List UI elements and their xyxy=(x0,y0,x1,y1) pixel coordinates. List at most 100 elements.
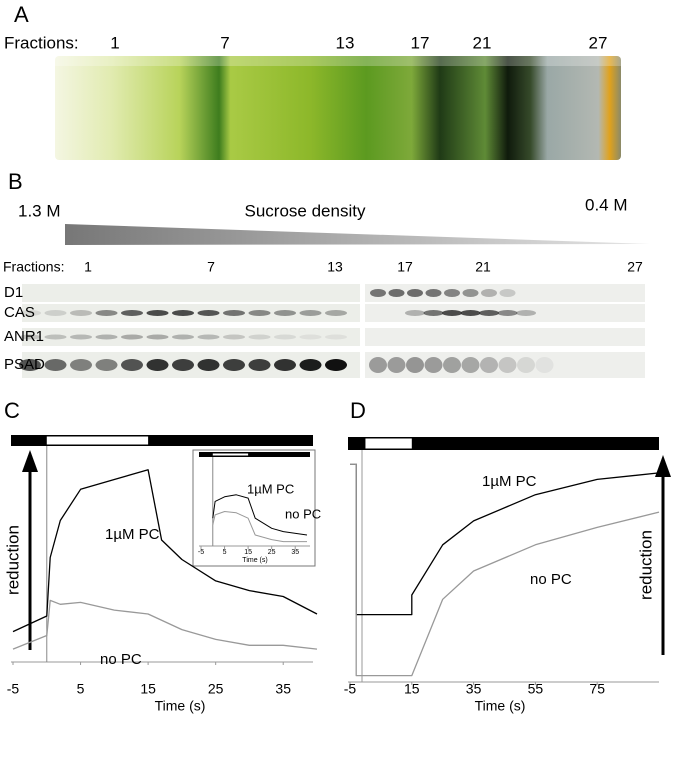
blot-band xyxy=(197,310,220,316)
blot-band xyxy=(248,359,271,371)
blot-band xyxy=(370,289,386,297)
blot-band xyxy=(121,334,143,340)
protein-label: D1 xyxy=(4,284,23,301)
fractions-label: Fractions: xyxy=(4,33,79,52)
blot-band xyxy=(299,310,322,316)
blot-strip xyxy=(22,328,360,346)
blot-band xyxy=(197,334,220,340)
series-label: no PC xyxy=(530,571,572,588)
blot-band xyxy=(172,359,194,371)
panel-label: D xyxy=(350,398,366,423)
fraction-number: 13 xyxy=(327,259,343,275)
y-axis-label: reduction xyxy=(636,530,655,600)
blot-band xyxy=(44,310,67,316)
blot-band xyxy=(44,359,67,371)
series-label: no PC xyxy=(285,506,321,521)
blot-band xyxy=(146,359,169,371)
fraction-number: 21 xyxy=(475,259,491,275)
blot-band xyxy=(121,310,143,316)
blot-band xyxy=(480,357,498,373)
blot-band xyxy=(442,310,462,316)
series-line xyxy=(212,511,307,543)
x-tick-label: 35 xyxy=(466,681,482,697)
density-high: 1.3 M xyxy=(18,201,61,220)
density-title: Sucrose density xyxy=(245,201,366,220)
x-tick-label: -5 xyxy=(344,681,357,697)
blot-band xyxy=(460,310,481,316)
fraction-number: 27 xyxy=(627,259,643,275)
fraction-number: 21 xyxy=(473,33,492,52)
light-bar xyxy=(46,436,149,445)
blot-band xyxy=(407,289,423,297)
x-tick-label: 35 xyxy=(291,549,299,556)
series-label: 1µM PC xyxy=(482,473,537,490)
blot-band xyxy=(223,310,245,316)
blot-band xyxy=(248,334,271,340)
series-label: 1µM PC xyxy=(105,526,160,543)
blot-band xyxy=(535,357,554,373)
light-bar xyxy=(365,438,412,449)
blot-band xyxy=(325,359,347,371)
fraction-number: 7 xyxy=(207,259,215,275)
x-tick-label: 5 xyxy=(77,681,85,697)
fraction-number: 13 xyxy=(336,33,355,52)
blot-band xyxy=(172,310,194,316)
series-line xyxy=(12,599,318,650)
density-low: 0.4 M xyxy=(585,195,628,214)
blot-band xyxy=(197,359,220,371)
x-tick-label: -5 xyxy=(7,681,20,697)
blot-band xyxy=(479,310,499,316)
blot-band xyxy=(424,357,443,373)
panel-label: A xyxy=(14,2,29,27)
series-line xyxy=(212,494,308,536)
dark-bar xyxy=(348,437,659,450)
blot-band xyxy=(406,357,424,373)
light-bar xyxy=(212,453,249,456)
blot-strip xyxy=(22,284,360,302)
protein-label: CAS xyxy=(4,304,35,321)
series-line xyxy=(12,469,318,633)
protein-label: ANR1 xyxy=(4,328,44,345)
blot-band xyxy=(274,310,296,316)
blot-band xyxy=(95,359,118,371)
blot-band xyxy=(70,359,92,371)
arrow-head xyxy=(22,450,38,472)
blot-band xyxy=(423,310,444,316)
blot-band xyxy=(274,334,296,340)
blot-band xyxy=(325,334,347,340)
blot-band xyxy=(248,310,271,316)
blot-band xyxy=(121,359,143,371)
fractions-label: Fractions: xyxy=(3,259,64,275)
blot-band xyxy=(19,334,41,340)
blot-band xyxy=(274,359,296,371)
x-axis-label: Time (s) xyxy=(475,698,526,714)
fraction-number: 17 xyxy=(411,33,430,52)
x-tick-label: 15 xyxy=(140,681,156,697)
blot-band xyxy=(497,310,518,316)
blot-band xyxy=(70,310,92,316)
x-tick-label: 75 xyxy=(589,681,605,697)
blot-band xyxy=(299,359,322,371)
blot-band xyxy=(443,357,461,373)
panel-label: C xyxy=(4,398,20,423)
blot-band xyxy=(19,359,41,371)
series-line xyxy=(350,463,660,677)
blot-band xyxy=(388,289,405,297)
x-tick-label: 25 xyxy=(208,681,224,697)
x-tick-label: 15 xyxy=(404,681,420,697)
tube-highlight xyxy=(55,56,621,66)
series-label: no PC xyxy=(100,651,142,668)
blot-band xyxy=(481,289,497,297)
x-tick-label: 15 xyxy=(244,549,252,556)
fraction-number: 1 xyxy=(84,259,92,275)
series-label: 1µM PC xyxy=(247,481,294,496)
x-tick-label: 5 xyxy=(223,549,227,556)
blot-band xyxy=(387,357,406,373)
fraction-number: 1 xyxy=(110,33,119,52)
blot-band xyxy=(369,357,387,373)
blot-band xyxy=(95,334,118,340)
x-tick-label: 35 xyxy=(275,681,291,697)
arrow-head xyxy=(655,455,671,477)
blot-band xyxy=(325,310,347,316)
